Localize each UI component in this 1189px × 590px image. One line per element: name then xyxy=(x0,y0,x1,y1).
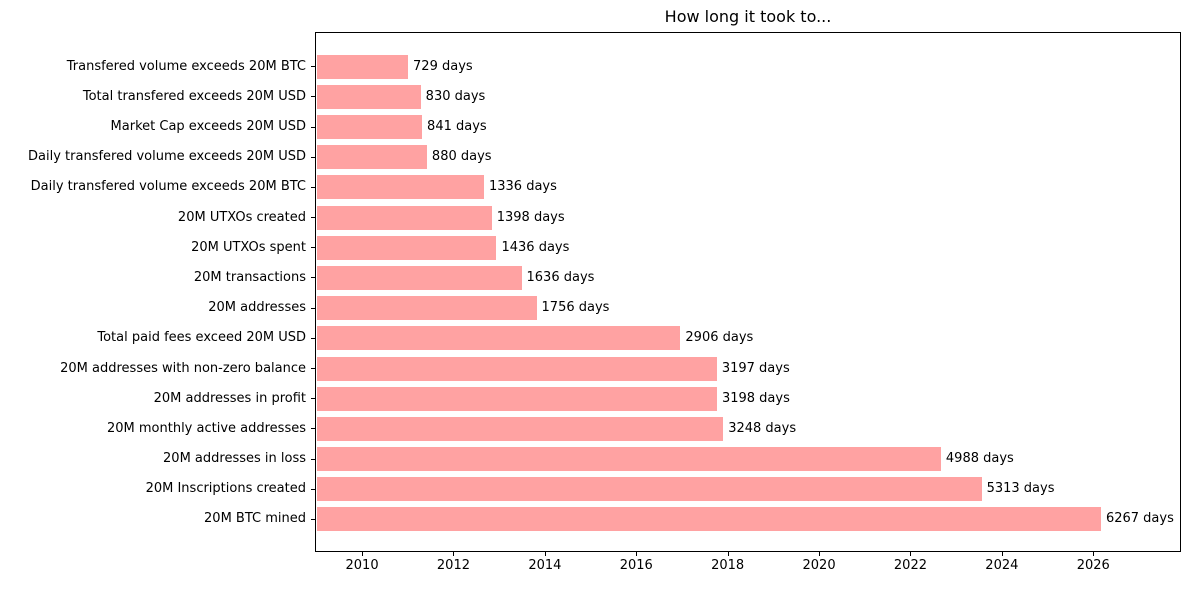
value-label: 3248 days xyxy=(728,420,797,436)
y-tick xyxy=(311,156,315,158)
y-tick xyxy=(311,96,315,98)
bar xyxy=(316,205,492,230)
bar xyxy=(316,477,982,502)
value-label: 4988 days xyxy=(945,451,1014,466)
bar-label: Daily transfered volume exceeds 20M USD xyxy=(28,149,306,165)
chart-title: How long it took to... xyxy=(664,7,832,26)
bar-label: 20M monthly active addresses xyxy=(106,420,306,436)
plot-area xyxy=(315,32,1181,552)
bar xyxy=(316,296,537,321)
bar xyxy=(316,416,724,441)
bar-label: Daily transfered volume exceeds 20M BTC xyxy=(30,179,306,195)
bar xyxy=(316,145,427,170)
value-label: 3197 days xyxy=(721,360,790,376)
y-tick xyxy=(311,247,315,249)
bar-label: 20M addresses in loss xyxy=(163,451,306,466)
value-label: 1336 days xyxy=(488,179,557,195)
bar-label: 20M transactions xyxy=(193,269,306,285)
bar-label: 20M addresses xyxy=(208,300,306,316)
value-label: 5313 days xyxy=(986,481,1055,497)
bar xyxy=(316,175,484,200)
x-tick-label: 2020 xyxy=(802,558,836,573)
y-tick xyxy=(311,307,315,309)
value-label: 880 days xyxy=(431,149,492,165)
x-tick-label: 2014 xyxy=(528,558,562,573)
y-tick xyxy=(311,337,315,339)
y-tick xyxy=(311,217,315,219)
bar-label: 20M addresses with non-zero balance xyxy=(60,360,306,376)
bar-label: 20M Inscriptions created xyxy=(145,481,306,497)
y-tick xyxy=(311,428,315,430)
x-tick-label: 2012 xyxy=(436,558,470,573)
x-tick-label: 2016 xyxy=(619,558,653,573)
value-label: 841 days xyxy=(427,119,487,135)
x-tick xyxy=(1001,552,1003,556)
bar xyxy=(316,507,1101,532)
value-label: 3198 days xyxy=(721,390,790,406)
x-tick xyxy=(910,552,912,556)
bar-label: Total paid fees exceed 20M USD xyxy=(97,330,306,346)
bar-label: Total transfered exceeds 20M USD xyxy=(82,88,306,104)
bar-label: 20M UTXOs created xyxy=(177,209,306,225)
y-tick xyxy=(311,458,315,460)
x-tick xyxy=(1093,552,1095,556)
bar xyxy=(316,356,717,381)
value-label: 830 days xyxy=(425,88,486,104)
bar-label: 20M BTC mined xyxy=(204,511,306,527)
y-tick xyxy=(311,277,315,279)
y-tick xyxy=(311,518,315,520)
y-tick xyxy=(311,186,315,188)
bar-label: Transfered volume exceeds 20M BTC xyxy=(66,58,306,74)
bar xyxy=(316,265,522,290)
y-tick xyxy=(311,398,315,400)
value-label: 1756 days xyxy=(541,300,610,316)
bar xyxy=(316,54,409,79)
x-tick xyxy=(453,552,455,556)
y-tick xyxy=(311,126,315,128)
x-tick xyxy=(727,552,729,556)
value-label: 729 days xyxy=(413,58,473,74)
bar xyxy=(316,326,681,351)
bar-label: Market Cap exceeds 20M USD xyxy=(110,119,306,135)
value-label: 1398 days xyxy=(496,209,565,225)
x-tick-label: 2024 xyxy=(985,558,1019,573)
x-tick xyxy=(636,552,638,556)
bar-label: 20M UTXOs spent xyxy=(191,239,306,255)
y-tick xyxy=(311,66,315,68)
x-tick-label: 2018 xyxy=(711,558,745,573)
x-tick xyxy=(362,552,364,556)
y-tick xyxy=(311,488,315,490)
bar xyxy=(316,386,717,411)
x-tick xyxy=(819,552,821,556)
x-tick-label: 2022 xyxy=(893,558,927,573)
x-tick-label: 2026 xyxy=(1076,558,1110,573)
y-tick xyxy=(311,368,315,369)
bar xyxy=(316,115,423,140)
value-label: 6267 days xyxy=(1105,511,1174,527)
x-tick xyxy=(544,552,546,556)
value-label: 1636 days xyxy=(526,269,595,285)
bar xyxy=(316,447,941,471)
value-label: 1436 days xyxy=(501,239,570,255)
value-label: 2906 days xyxy=(685,330,754,346)
x-tick-label: 2010 xyxy=(345,558,379,573)
bar-label: 20M addresses in profit xyxy=(153,390,306,406)
bar xyxy=(316,84,421,109)
bar xyxy=(316,235,497,260)
